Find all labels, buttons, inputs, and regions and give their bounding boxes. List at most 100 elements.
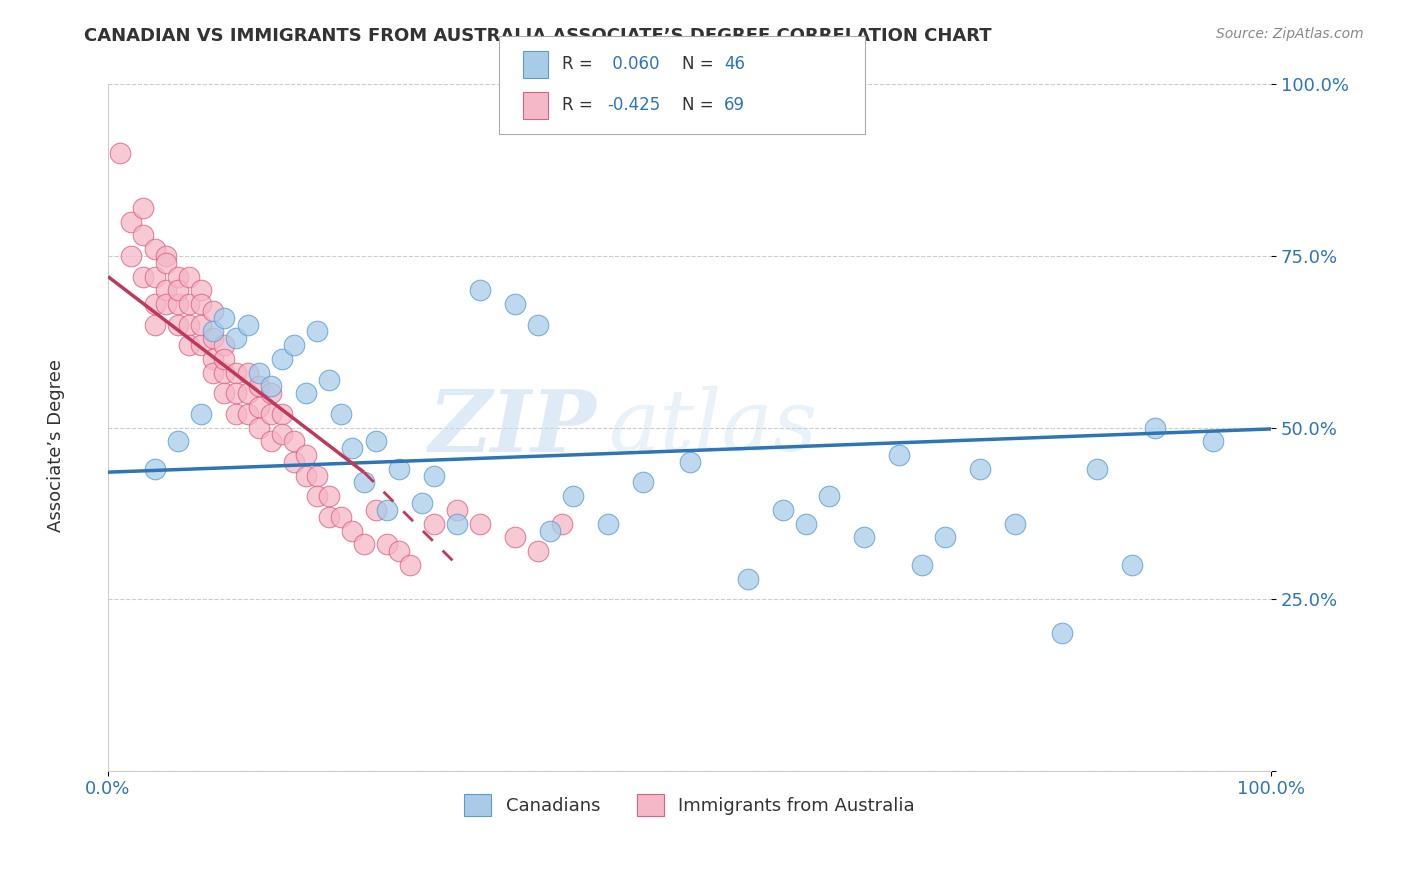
Point [911, 558, 934, 572]
Text: -0.425: -0.425 [607, 96, 661, 114]
Point [236, 366, 259, 380]
Text: atlas: atlas [609, 386, 817, 469]
Point [422, 516, 444, 531]
Point [179, 338, 201, 352]
Point [166, 283, 188, 297]
Point [236, 318, 259, 332]
Point [225, 366, 247, 380]
Point [132, 201, 155, 215]
Point [527, 544, 550, 558]
Text: R =: R = [562, 96, 599, 114]
Point [201, 366, 224, 380]
Point [201, 304, 224, 318]
Point [1121, 558, 1143, 572]
Point [190, 407, 212, 421]
Point [155, 256, 177, 270]
Point [375, 537, 398, 551]
Point [247, 420, 270, 434]
Point [818, 489, 841, 503]
Point [737, 572, 759, 586]
Point [236, 386, 259, 401]
Point [225, 407, 247, 421]
Point [155, 283, 177, 297]
Point [969, 461, 991, 475]
Point [375, 503, 398, 517]
Point [283, 338, 305, 352]
Point [399, 558, 422, 572]
Text: 69: 69 [724, 96, 745, 114]
Point [598, 516, 620, 531]
Text: CANADIAN VS IMMIGRANTS FROM AUSTRALIA ASSOCIATE’S DEGREE CORRELATION CHART: CANADIAN VS IMMIGRANTS FROM AUSTRALIA AS… [84, 27, 993, 45]
Point [294, 386, 316, 401]
Point [446, 503, 468, 517]
Point [853, 530, 876, 544]
Point [166, 318, 188, 332]
Point [108, 146, 131, 161]
Point [503, 297, 526, 311]
Point [179, 297, 201, 311]
Point [143, 269, 166, 284]
Point [155, 297, 177, 311]
Point [538, 524, 561, 538]
Point [190, 297, 212, 311]
Point [201, 325, 224, 339]
Point [214, 386, 236, 401]
Text: R =: R = [562, 55, 599, 73]
Point [225, 386, 247, 401]
Legend: Canadians, Immigrants from Australia: Canadians, Immigrants from Australia [457, 787, 922, 823]
Point [353, 475, 375, 490]
Point [329, 509, 352, 524]
Point [260, 434, 283, 449]
Point [247, 379, 270, 393]
Point [143, 242, 166, 256]
Point [236, 407, 259, 421]
Point [307, 325, 329, 339]
Point [318, 489, 340, 503]
Point [155, 249, 177, 263]
Point [470, 283, 492, 297]
Text: N =: N = [682, 96, 718, 114]
Point [247, 366, 270, 380]
Point [120, 215, 142, 229]
Point [225, 331, 247, 345]
Text: 0.060: 0.060 [607, 55, 659, 73]
Point [260, 407, 283, 421]
Point [342, 441, 364, 455]
Point [166, 434, 188, 449]
Point [1085, 461, 1108, 475]
Point [353, 537, 375, 551]
Point [283, 455, 305, 469]
Point [411, 496, 433, 510]
Point [214, 366, 236, 380]
Point [446, 516, 468, 531]
Point [470, 516, 492, 531]
Point [201, 351, 224, 366]
Point [307, 489, 329, 503]
Point [260, 386, 283, 401]
Point [318, 509, 340, 524]
Point [190, 338, 212, 352]
Point [260, 379, 283, 393]
Point [503, 530, 526, 544]
Text: Associate’s Degree: Associate’s Degree [48, 359, 65, 533]
Point [190, 283, 212, 297]
Point [550, 516, 572, 531]
Point [143, 297, 166, 311]
Point [1050, 626, 1073, 640]
Point [678, 455, 700, 469]
Point [887, 448, 910, 462]
Point [318, 372, 340, 386]
Text: N =: N = [682, 55, 718, 73]
Point [214, 310, 236, 325]
Point [166, 269, 188, 284]
Point [294, 448, 316, 462]
Point [271, 427, 294, 442]
Point [307, 468, 329, 483]
Text: ZIP: ZIP [429, 386, 596, 469]
Point [527, 318, 550, 332]
Point [631, 475, 654, 490]
Point [1143, 420, 1166, 434]
Point [422, 468, 444, 483]
Point [143, 318, 166, 332]
Point [364, 503, 387, 517]
